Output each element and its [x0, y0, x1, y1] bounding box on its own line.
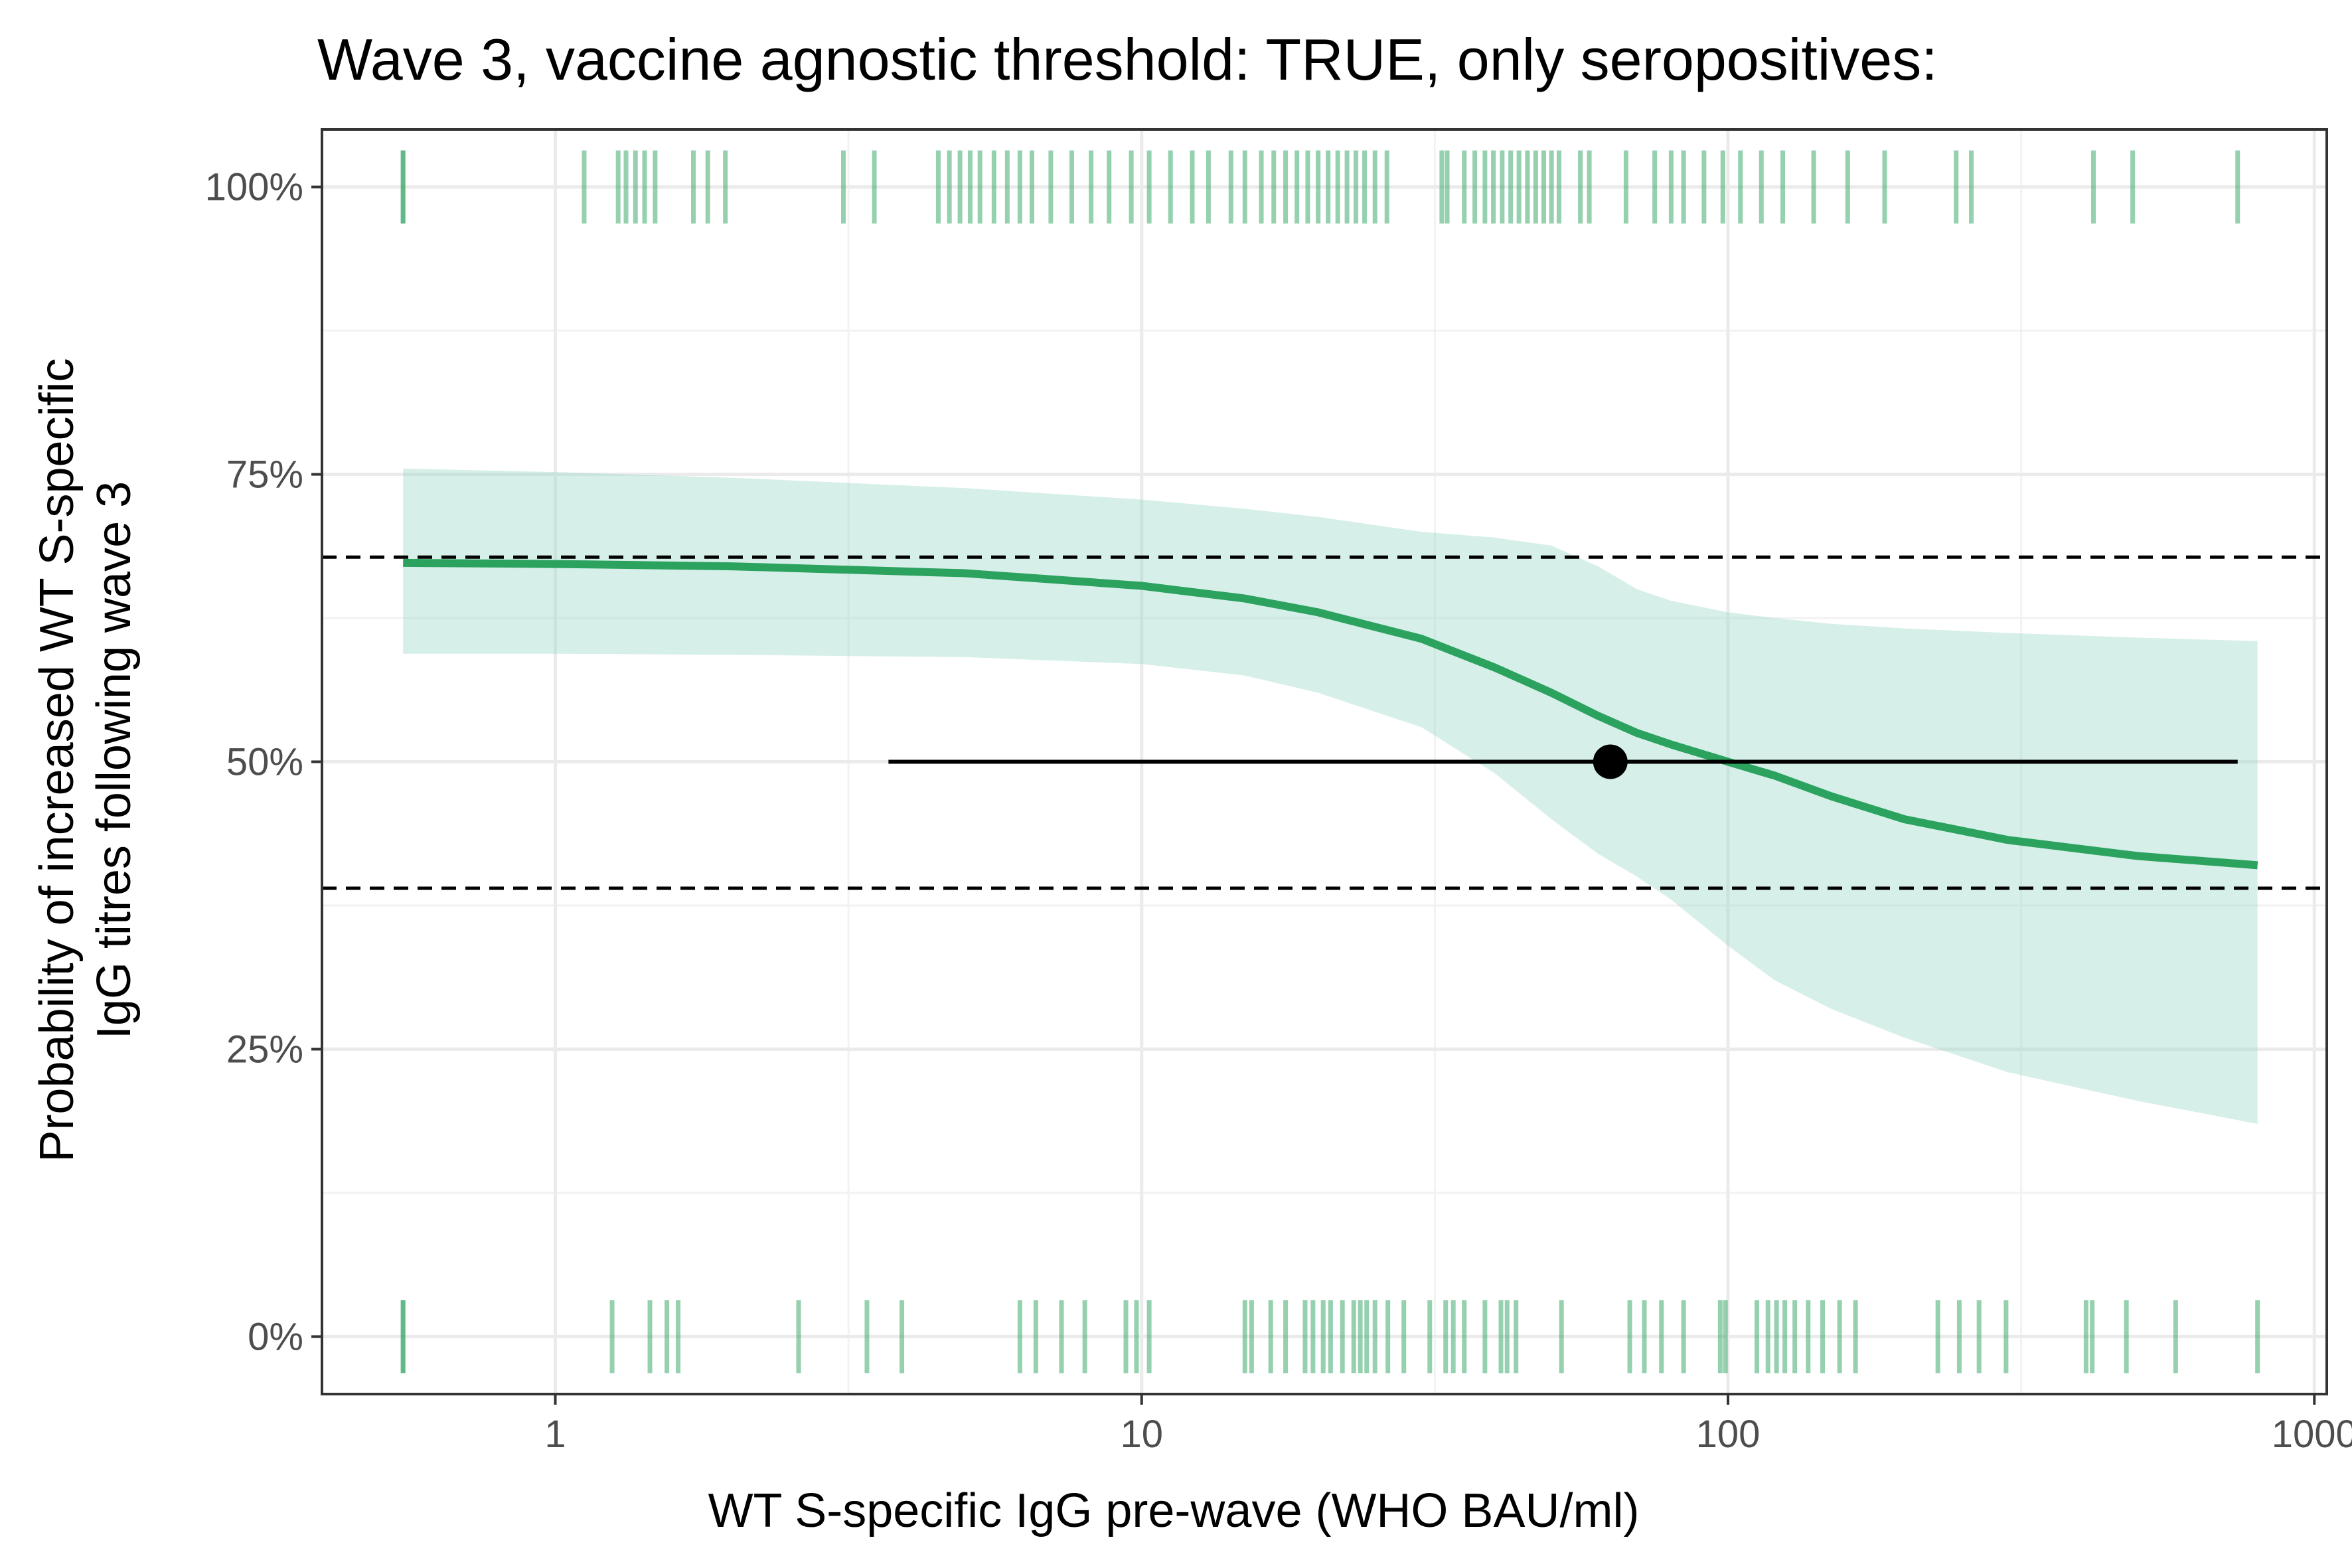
threshold-point [1593, 744, 1628, 779]
y-tick-label: 25% [226, 1028, 303, 1071]
confidence-ribbon [403, 468, 2258, 1124]
chart-title: Wave 3, vaccine agnostic threshold: TRUE… [317, 27, 1938, 92]
y-axis-title-line-1: Probability of increased WT S-specific [31, 358, 84, 1162]
x-tick-label: 100 [1696, 1413, 1761, 1456]
x-axis-title: WT S-specific IgG pre-wave (WHO BAU/ml) [708, 1484, 1640, 1537]
y-tick-label: 0% [248, 1315, 303, 1358]
y-tick-label: 100% [205, 166, 303, 209]
x-tick-label: 10 [1120, 1413, 1163, 1456]
x-axis-ticks: 1 10 100 1000 [544, 1394, 2352, 1456]
fitted-probability-curve [403, 558, 2258, 870]
fitted-curve-layer [403, 558, 2258, 870]
x-tick-label: 1 [544, 1413, 566, 1456]
y-axis-title: Probability of increased WT S-specific I… [31, 358, 141, 1162]
threshold-layer [888, 744, 2238, 779]
y-axis-title-line-2: IgG titres following wave 3 [88, 481, 141, 1039]
y-axis-ticks: 0% 25% 50% 75% 100% [205, 166, 322, 1358]
rug-layer [400, 150, 2260, 1373]
y-tick-label: 50% [226, 741, 303, 784]
x-tick-label: 1000 [2272, 1413, 2352, 1456]
confidence-ribbon-layer [403, 468, 2258, 1124]
y-tick-label: 75% [226, 453, 303, 497]
